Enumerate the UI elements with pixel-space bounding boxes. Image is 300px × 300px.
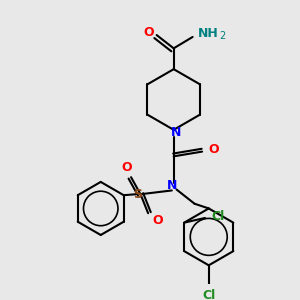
Text: O: O bbox=[144, 26, 154, 39]
Text: NH: NH bbox=[197, 27, 218, 40]
Text: Cl: Cl bbox=[202, 289, 215, 300]
Text: 2: 2 bbox=[219, 31, 225, 41]
Text: Cl: Cl bbox=[212, 209, 225, 223]
Text: O: O bbox=[208, 143, 219, 156]
Text: S: S bbox=[133, 188, 142, 201]
Text: O: O bbox=[121, 161, 132, 174]
Text: N: N bbox=[167, 179, 177, 192]
Text: O: O bbox=[152, 214, 163, 227]
Text: N: N bbox=[170, 126, 181, 139]
